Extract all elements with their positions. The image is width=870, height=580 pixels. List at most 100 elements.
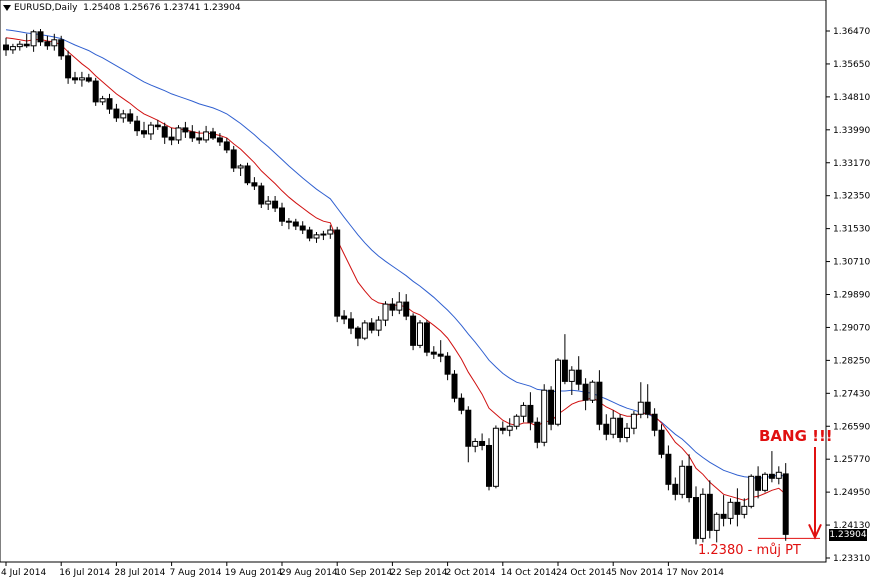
candle[interactable] bbox=[417, 320, 423, 349]
candle[interactable] bbox=[465, 406, 472, 463]
candle[interactable] bbox=[44, 35, 51, 50]
candle[interactable] bbox=[216, 133, 223, 146]
candle[interactable] bbox=[513, 414, 520, 430]
candle[interactable] bbox=[196, 130, 203, 144]
candle[interactable] bbox=[492, 425, 499, 489]
candle[interactable] bbox=[51, 33, 58, 51]
candle[interactable] bbox=[375, 316, 382, 337]
candle[interactable] bbox=[9, 43, 16, 54]
candle[interactable] bbox=[127, 109, 134, 124]
candle[interactable] bbox=[161, 122, 168, 144]
candle[interactable] bbox=[437, 340, 444, 363]
candle[interactable] bbox=[768, 451, 775, 483]
candle[interactable] bbox=[223, 137, 230, 154]
candle[interactable] bbox=[106, 93, 113, 114]
candle[interactable] bbox=[775, 466, 782, 485]
candle[interactable] bbox=[23, 33, 30, 48]
candle[interactable] bbox=[154, 119, 161, 130]
candle[interactable] bbox=[782, 463, 789, 541]
candle[interactable] bbox=[637, 382, 644, 419]
candle[interactable] bbox=[361, 320, 368, 341]
candle[interactable] bbox=[16, 41, 23, 51]
candle[interactable] bbox=[265, 195, 272, 211]
candle[interactable] bbox=[693, 486, 699, 545]
candle[interactable] bbox=[210, 127, 216, 140]
candle[interactable] bbox=[520, 402, 527, 423]
candle[interactable] bbox=[279, 202, 285, 227]
candle[interactable] bbox=[120, 109, 127, 123]
candle[interactable] bbox=[113, 103, 120, 122]
candle[interactable] bbox=[65, 50, 72, 84]
candle[interactable] bbox=[561, 334, 568, 385]
candle[interactable] bbox=[644, 384, 651, 419]
candle[interactable] bbox=[237, 163, 244, 176]
candle[interactable] bbox=[182, 121, 189, 138]
candle[interactable] bbox=[479, 433, 486, 451]
candle[interactable] bbox=[230, 145, 237, 172]
candle[interactable] bbox=[299, 221, 306, 235]
candle[interactable] bbox=[672, 477, 679, 501]
candle[interactable] bbox=[527, 392, 534, 431]
candle[interactable] bbox=[603, 414, 610, 441]
candle[interactable] bbox=[320, 230, 327, 241]
candle[interactable] bbox=[72, 71, 78, 84]
candle[interactable] bbox=[85, 73, 92, 83]
candle[interactable] bbox=[341, 310, 348, 325]
candle[interactable] bbox=[617, 414, 624, 443]
candle[interactable] bbox=[589, 380, 596, 404]
candle[interactable] bbox=[658, 424, 665, 459]
candle[interactable] bbox=[720, 495, 727, 527]
candle[interactable] bbox=[741, 498, 748, 519]
candle[interactable] bbox=[506, 418, 513, 437]
candle[interactable] bbox=[37, 28, 44, 46]
candle[interactable] bbox=[630, 411, 637, 435]
candle[interactable] bbox=[499, 421, 506, 435]
candle[interactable] bbox=[403, 294, 410, 321]
candle[interactable] bbox=[610, 410, 617, 439]
candle[interactable] bbox=[555, 358, 561, 427]
candle[interactable] bbox=[30, 29, 37, 52]
candle[interactable] bbox=[368, 318, 375, 334]
candle[interactable] bbox=[251, 177, 258, 190]
candle[interactable] bbox=[313, 232, 320, 243]
candle[interactable] bbox=[651, 408, 658, 437]
candle[interactable] bbox=[99, 95, 106, 106]
candle[interactable] bbox=[713, 512, 720, 543]
candle[interactable] bbox=[679, 460, 686, 499]
candle[interactable] bbox=[272, 195, 279, 213]
candle[interactable] bbox=[258, 182, 265, 209]
candle[interactable] bbox=[141, 121, 147, 138]
candle[interactable] bbox=[348, 312, 354, 335]
candle[interactable] bbox=[382, 301, 389, 327]
candle[interactable] bbox=[410, 313, 417, 351]
candle[interactable] bbox=[147, 121, 154, 140]
candle[interactable] bbox=[292, 218, 299, 231]
candle[interactable] bbox=[444, 352, 451, 381]
candle[interactable] bbox=[203, 125, 210, 143]
candle[interactable] bbox=[472, 438, 479, 453]
candle[interactable] bbox=[582, 378, 589, 411]
candle[interactable] bbox=[686, 454, 693, 503]
candle[interactable] bbox=[734, 488, 741, 527]
candle[interactable] bbox=[285, 218, 292, 230]
candle[interactable] bbox=[624, 423, 630, 443]
candle[interactable] bbox=[244, 162, 251, 186]
candle[interactable] bbox=[396, 292, 403, 315]
candle[interactable] bbox=[78, 71, 85, 87]
candle[interactable] bbox=[755, 466, 762, 499]
candle[interactable] bbox=[430, 346, 437, 359]
candle[interactable] bbox=[534, 417, 541, 449]
candle[interactable] bbox=[548, 386, 555, 431]
candle[interactable] bbox=[58, 35, 65, 60]
candle[interactable] bbox=[568, 366, 575, 396]
candle[interactable] bbox=[189, 125, 196, 142]
candle[interactable] bbox=[665, 445, 672, 491]
candle[interactable] bbox=[306, 226, 313, 242]
candle[interactable] bbox=[389, 298, 396, 317]
candle[interactable] bbox=[596, 370, 603, 431]
dropdown-triangle-icon[interactable] bbox=[3, 4, 11, 11]
candle[interactable] bbox=[706, 480, 713, 539]
candle[interactable] bbox=[699, 488, 706, 543]
candle[interactable] bbox=[727, 498, 734, 525]
